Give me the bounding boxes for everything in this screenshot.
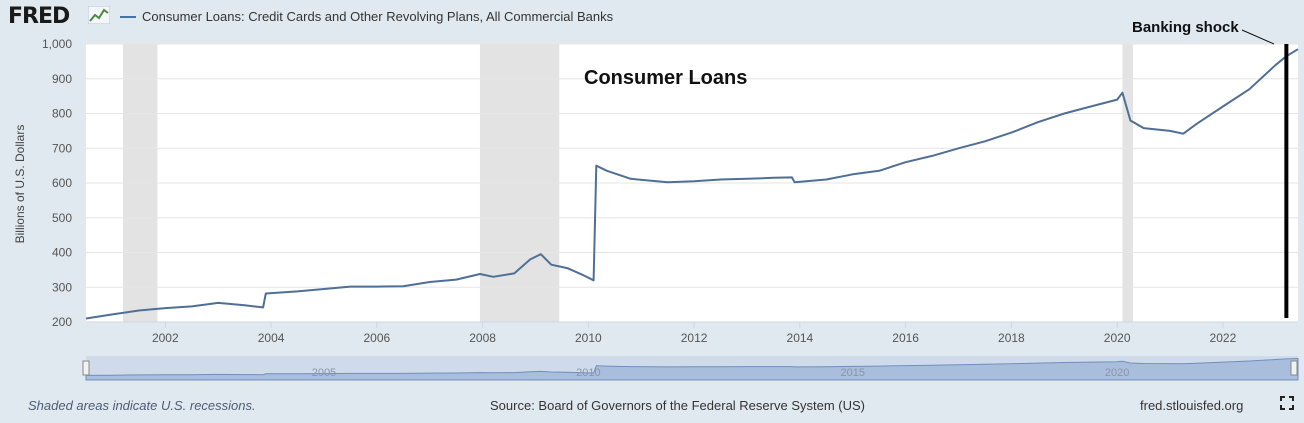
x-tick-label: 2014	[787, 331, 814, 345]
x-tick-label: 2004	[258, 331, 285, 345]
y-tick-label: 1,000	[42, 37, 72, 51]
inner-title: Consumer Loans	[584, 67, 747, 89]
legend-label[interactable]: Consumer Loans: Credit Cards and Other R…	[142, 9, 614, 24]
y-tick-label: 700	[52, 141, 72, 155]
y-tick-label: 500	[52, 211, 72, 225]
navigator-series: 2005 2010 2015 2020	[85, 357, 1299, 381]
chart-header: FRED Consumer Loans: Credit Cards and Ot…	[0, 0, 1304, 36]
x-axis-ticks: 2002 2004 2006 2008 2010 2012 2014 2016 2018 2020…	[86, 321, 1298, 345]
x-tick-label: 2020	[1104, 331, 1131, 345]
y-tick-label: 600	[52, 176, 72, 190]
navigator-label: 2010	[576, 367, 600, 379]
x-tick-label: 2016	[892, 331, 919, 345]
y-axis-ticks: 200 300 400 500 600 700 800 900 1,000	[42, 37, 72, 329]
series-line[interactable]	[85, 48, 1299, 320]
source-text: Source: Board of Governors of the Federa…	[490, 398, 865, 413]
navigator-label: 2015	[841, 367, 865, 379]
expand-icon[interactable]	[1280, 396, 1294, 410]
x-tick-label: 2022	[1210, 331, 1237, 345]
y-tick-label: 200	[52, 315, 72, 329]
navigator-label: 2020	[1105, 367, 1129, 379]
y-tick-label: 800	[52, 107, 72, 121]
y-tick-label: 300	[52, 280, 72, 294]
x-tick-label: 2002	[152, 331, 179, 345]
x-tick-label: 2006	[363, 331, 390, 345]
navigator-area	[85, 357, 1299, 381]
fred-logo[interactable]: FRED	[8, 4, 70, 29]
navigator-label: 2005	[312, 367, 336, 379]
navigator-handle-right[interactable]	[1290, 360, 1298, 376]
legend-swatch	[120, 16, 136, 18]
event-pointer	[1241, 29, 1275, 45]
x-tick-label: 2010	[575, 331, 602, 345]
chart-footer: Shaded areas indicate U.S. recessions. S…	[0, 392, 1304, 420]
x-tick-label: 2008	[469, 331, 496, 345]
y-axis-label: Billions of U.S. Dollars	[13, 125, 27, 244]
recession-note: Shaded areas indicate U.S. recessions.	[28, 398, 256, 413]
navigator[interactable]: 2005 2010 2015 2020	[82, 356, 1299, 381]
x-tick-label: 2018	[998, 331, 1025, 345]
site-link[interactable]: fred.stlouisfed.org	[1140, 398, 1244, 413]
y-tick-label: 900	[52, 72, 72, 86]
event-label: Banking shock	[1132, 19, 1239, 36]
navigator-handle-left[interactable]	[82, 360, 90, 376]
x-tick-label: 2012	[681, 331, 708, 345]
y-tick-label: 400	[52, 246, 72, 260]
chart-line-icon	[88, 6, 110, 24]
series-layer	[85, 48, 1299, 320]
